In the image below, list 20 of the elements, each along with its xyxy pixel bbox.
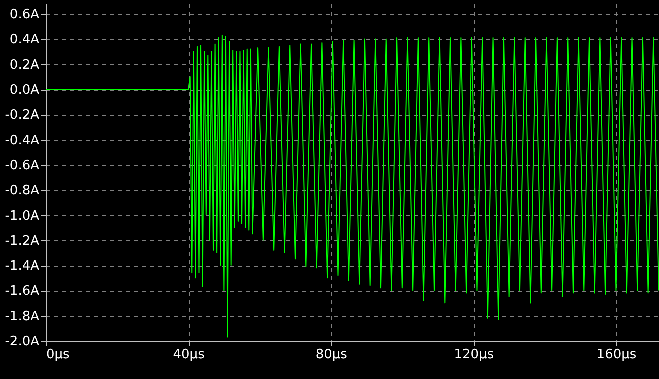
- x-tick-label: 120µs: [454, 348, 494, 362]
- y-tick-label: -1.0A: [5, 208, 40, 224]
- x-tick-label: 40µs: [173, 348, 206, 362]
- y-tick-label: -1.2A: [5, 234, 40, 249]
- x-tick-label: 80µs: [316, 348, 348, 362]
- y-tick-label: 0.6A: [10, 8, 40, 23]
- line-series: [46, 34, 659, 338]
- y-tick-label: -0.2A: [5, 108, 40, 124]
- y-tick-label: -1.4A: [5, 259, 40, 274]
- y-tick-label: -1.6A: [5, 284, 40, 300]
- y-tick-label: -2.0A: [5, 334, 40, 350]
- y-tick-label: -0.4A: [5, 133, 40, 148]
- y-tick-label: 0.4A: [10, 32, 40, 48]
- x-tick-label: 160µs: [596, 348, 637, 362]
- y-tick-label: -0.6A: [5, 158, 40, 174]
- y-tick-label: 0.0A: [10, 83, 40, 98]
- y-tick-label: -0.8A: [5, 184, 40, 199]
- y-tick-label: 0.2A: [10, 58, 40, 73]
- x-tick-label: 0µs: [46, 348, 70, 362]
- y-tick-label: -1.8A: [5, 309, 40, 324]
